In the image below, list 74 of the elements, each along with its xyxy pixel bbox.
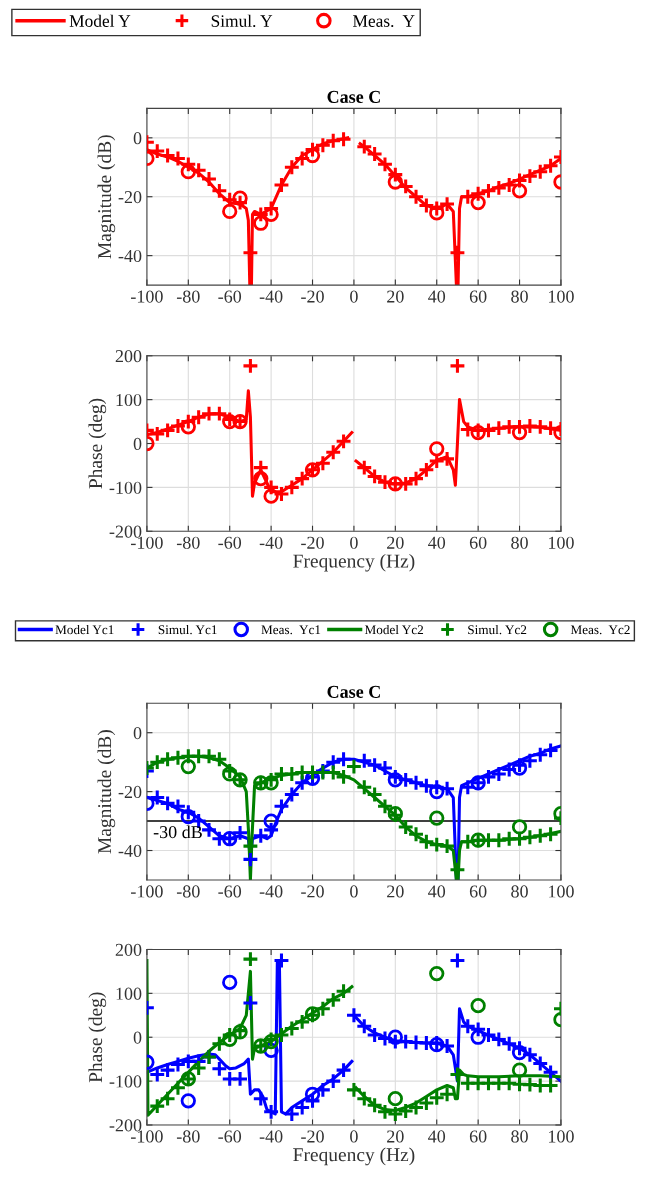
x-tick-label: -80	[176, 290, 200, 303]
x-tick-label: 80	[511, 1130, 528, 1143]
x-tick-label: -20	[301, 885, 324, 898]
x-tick-label: 60	[469, 1130, 487, 1143]
x-axis-title: Frequency (Hz)	[293, 1147, 415, 1166]
legend-label: Meas. Yc1	[261, 625, 321, 635]
legend-label: Simul. Y	[211, 14, 273, 27]
y-tick-label: -40	[118, 844, 142, 857]
x-tick-label: 80	[511, 536, 528, 549]
x-tick-label: 20	[387, 1130, 404, 1143]
y-tick-label: 200	[115, 350, 142, 363]
chart-title: Case C	[327, 685, 380, 698]
x-tick-label: -20	[301, 536, 324, 549]
x-tick-label: 60	[469, 290, 487, 303]
x-tick-label: -40	[259, 885, 283, 898]
y-tick-label: 100	[116, 987, 142, 1000]
y-tick-label: 0	[133, 132, 142, 145]
x-tick-label: 0	[350, 1130, 358, 1143]
y-axis-title: Phase (deg)	[88, 398, 107, 489]
legend-label: Model Yc1	[55, 624, 114, 635]
x-tick-label: 40	[428, 536, 446, 549]
legend-label: Simul. Yc1	[158, 624, 217, 635]
chart-title: Case C	[327, 90, 380, 103]
x-tick-label: -60	[218, 1130, 242, 1143]
y-tick-label: 0	[133, 726, 142, 740]
x-tick-label: 0	[350, 885, 358, 898]
y-tick-label: -200	[109, 1119, 142, 1132]
x-tick-label: -80	[176, 1130, 200, 1143]
x-tick-label: 100	[549, 536, 574, 549]
x-tick-label: -40	[259, 290, 283, 303]
x-tick-label: 0	[350, 290, 358, 303]
legend-label: Model Y	[69, 14, 131, 27]
y-axis-title: Magnitude (dB)	[97, 730, 116, 854]
x-tick-label: 80	[511, 290, 528, 303]
y-tick-label: -20	[118, 190, 142, 204]
legend-label: Meas. Yc2	[570, 625, 630, 635]
y-tick-label: 100	[116, 393, 142, 407]
x-tick-label: -60	[218, 885, 242, 898]
x-tick-label: 40	[428, 1130, 446, 1143]
x-tick-label: 60	[469, 536, 487, 549]
y-tick-label: -100	[109, 1075, 142, 1088]
x-tick-label: 100	[549, 290, 574, 303]
x-tick-label: -20	[301, 1130, 324, 1143]
y-tick-label: 0	[133, 1031, 142, 1044]
x-axis-title: Frequency (Hz)	[293, 553, 415, 572]
x-tick-label: 20	[387, 536, 404, 549]
x-tick-label: 80	[511, 885, 528, 898]
y-tick-label: 0	[133, 437, 142, 450]
x-tick-label: 60	[469, 885, 487, 898]
y-tick-label: -20	[118, 785, 142, 799]
x-tick-label: 20	[387, 290, 404, 303]
y-tick-label: -100	[109, 481, 142, 494]
x-tick-label: 100	[549, 885, 574, 898]
x-tick-label: 20	[387, 885, 404, 898]
x-tick-label: 40	[428, 290, 446, 303]
y-axis-title: Phase (deg)	[88, 992, 107, 1083]
legend-label: Meas. Y	[352, 15, 415, 27]
x-tick-label: -20	[301, 290, 324, 303]
x-tick-label: -40	[259, 536, 283, 549]
x-tick-label: -60	[218, 290, 242, 303]
y-axis-title: Magnitude (dB)	[97, 135, 116, 259]
x-tick-label: -80	[176, 885, 200, 898]
ref-line-label: -30 dB	[153, 825, 202, 839]
x-tick-label: -80	[176, 536, 200, 549]
x-tick-label: 40	[428, 885, 446, 898]
y-tick-label: -200	[109, 525, 142, 538]
legend-label: Simul. Yc2	[468, 624, 527, 635]
y-tick-label: -40	[118, 249, 142, 263]
x-tick-label: -40	[259, 1130, 283, 1143]
y-tick-label: 200	[115, 943, 142, 956]
legend-label: Model Yc2	[364, 624, 424, 635]
x-tick-label: -60	[218, 536, 242, 549]
x-tick-label: 0	[350, 536, 358, 549]
x-tick-label: 100	[549, 1130, 574, 1143]
